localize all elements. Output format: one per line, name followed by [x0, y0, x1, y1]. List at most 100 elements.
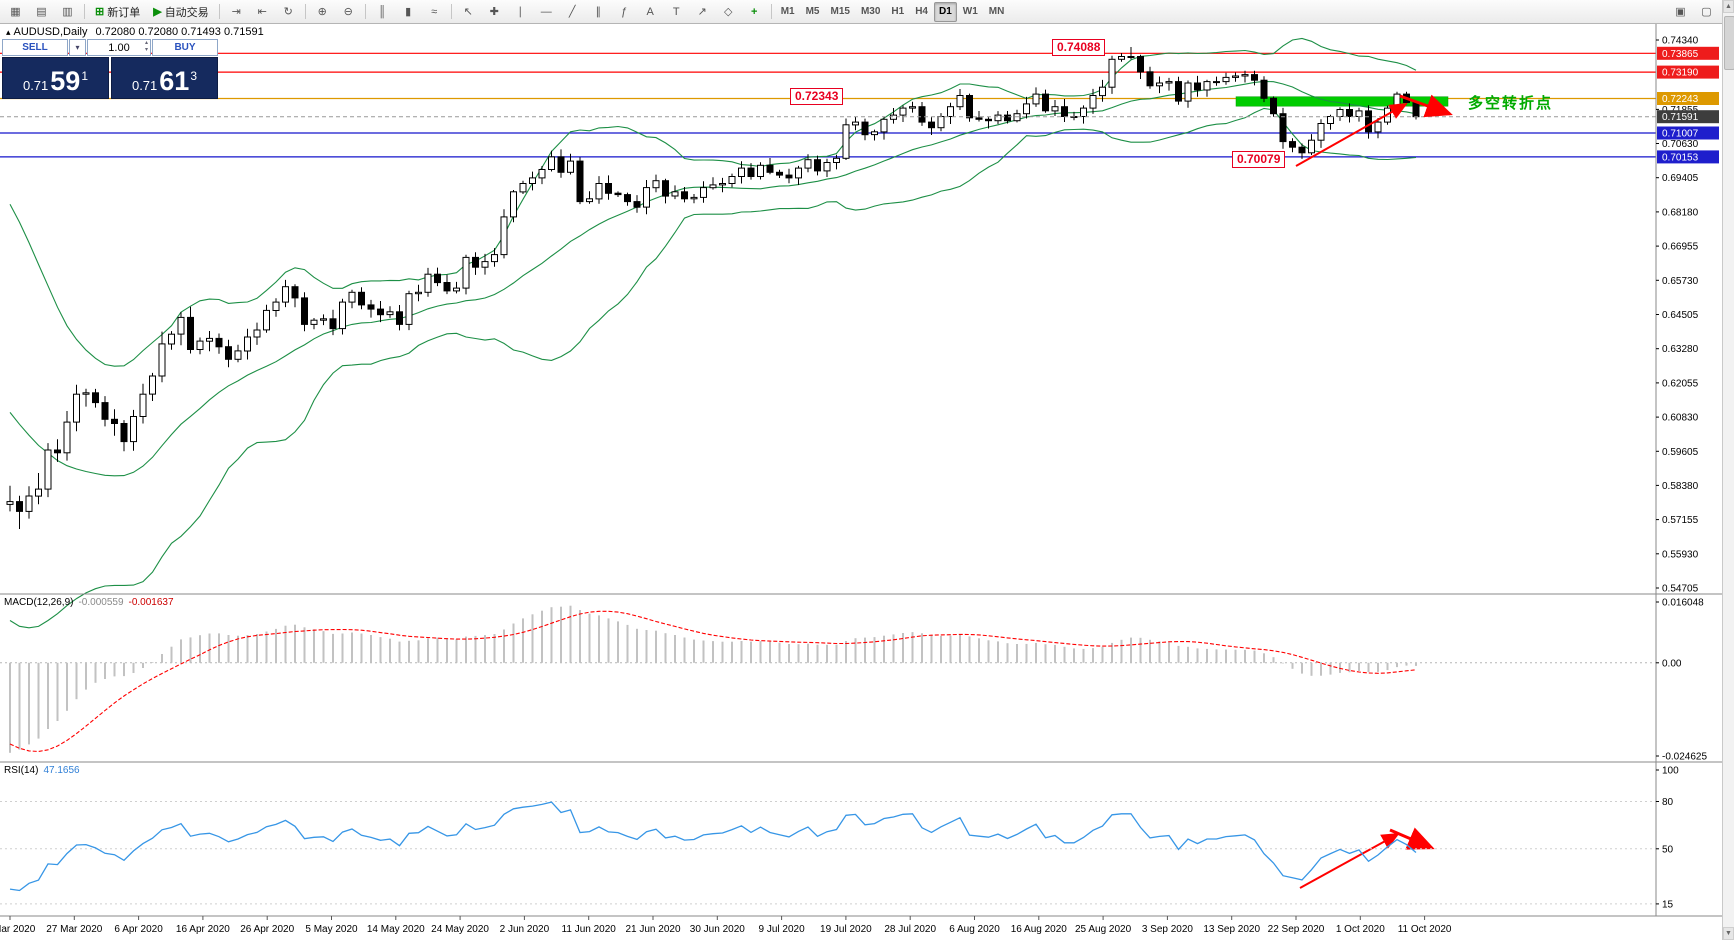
indicators-add-icon[interactable]: +: [750, 5, 758, 18]
line-chart-icon[interactable]: ≈: [431, 5, 438, 18]
arrow-tool-icon[interactable]: ↗: [697, 6, 707, 18]
cursor-icon[interactable]: ↖: [463, 6, 473, 18]
svg-text:2 Jun 2020: 2 Jun 2020: [500, 924, 550, 935]
svg-text:0.58380: 0.58380: [1662, 481, 1699, 492]
bid-price-button[interactable]: 0.71 59 1: [2, 57, 109, 99]
symbol-name: AUDUSD,Daily: [13, 26, 88, 38]
timeframe-m15[interactable]: M15: [830, 6, 850, 17]
timeframe-m5[interactable]: M5: [805, 6, 820, 17]
toolbar-separator: [364, 4, 366, 19]
svg-text:11 Jun 2020: 11 Jun 2020: [562, 924, 617, 935]
timeframe-m30[interactable]: M30: [860, 6, 881, 17]
windows-icon[interactable]: ▥: [62, 6, 73, 18]
volume-input[interactable]: 1.00 ▴ ▾: [87, 39, 151, 56]
zoom-in-icon[interactable]: ⊕: [317, 6, 327, 18]
svg-text:0.00: 0.00: [1662, 658, 1682, 669]
candlestick-chart-icon[interactable]: ▮: [405, 6, 412, 18]
svg-text:-0.024625: -0.024625: [1662, 752, 1707, 763]
rsi-indicator-label: RSI(14) 47.1656: [4, 765, 80, 776]
timeframe-h4[interactable]: H4: [915, 6, 928, 17]
horizontal-line-icon[interactable]: ―: [540, 5, 552, 18]
chart-canvas[interactable]: 0.743400.718550.706300.694050.681800.669…: [0, 24, 1722, 940]
new-order-button[interactable]: ⊞ 新订单: [95, 6, 141, 19]
fibonacci-icon[interactable]: ƒ: [621, 5, 628, 18]
scroll-up-icon[interactable]: ▲: [1723, 0, 1734, 13]
svg-text:25 Aug 2020: 25 Aug 2020: [1075, 924, 1132, 935]
svg-text:9 Jul 2020: 9 Jul 2020: [759, 924, 806, 935]
svg-text:0.62055: 0.62055: [1662, 378, 1699, 389]
channel-icon[interactable]: ∥: [595, 6, 601, 18]
timeframe-h1[interactable]: H1: [891, 6, 905, 17]
svg-text:0.70153: 0.70153: [1662, 152, 1699, 163]
macd-pane: [0, 605, 1656, 753]
vertical-line-icon[interactable]: ∣: [517, 6, 523, 18]
price-axis[interactable]: 0.743400.718550.706300.694050.681800.669…: [1656, 36, 1719, 911]
svg-text:19 Jul 2020: 19 Jul 2020: [820, 924, 872, 935]
bar-chart-icon[interactable]: ║: [378, 5, 387, 18]
svg-text:6 Aug 2020: 6 Aug 2020: [949, 924, 1000, 935]
timeframe-mn[interactable]: MN: [988, 6, 1005, 17]
turning-point-note[interactable]: 多空转折点: [1468, 95, 1554, 112]
svg-text:26 Apr 2020: 26 Apr 2020: [240, 924, 294, 935]
autotrade-button[interactable]: ▶ 自动交易: [153, 6, 209, 19]
toolbar-separator: [770, 4, 772, 19]
buy-button[interactable]: BUY: [152, 39, 218, 56]
profiles-icon[interactable]: ▤: [36, 6, 47, 18]
new-chart-icon[interactable]: ▦: [10, 6, 21, 18]
price-label-peak[interactable]: 0.74088: [1052, 39, 1106, 56]
text-icon[interactable]: A: [646, 5, 654, 18]
svg-text:5 May 2020: 5 May 2020: [305, 924, 358, 935]
chart-shift-icon[interactable]: ⇤: [257, 6, 267, 18]
trade-panel-collapse-icon[interactable]: ▴: [6, 27, 11, 37]
new-order-icon: ⊞: [95, 6, 105, 18]
svg-text:16 Aug 2020: 16 Aug 2020: [1011, 924, 1068, 935]
ask-big: 61: [159, 66, 190, 96]
svg-text:0.55930: 0.55930: [1662, 549, 1699, 560]
chart-window[interactable]: 0.743400.718550.706300.694050.681800.669…: [0, 24, 1722, 940]
svg-text:0.59605: 0.59605: [1662, 447, 1699, 458]
svg-text:11 Oct 2020: 11 Oct 2020: [1398, 924, 1452, 935]
label-icon[interactable]: T: [672, 5, 680, 18]
ask-sup: 3: [190, 69, 198, 83]
pane-separators[interactable]: [0, 24, 1722, 917]
toolbar-separator: [304, 4, 306, 19]
svg-text:24 May 2020: 24 May 2020: [431, 924, 489, 935]
trendline-icon[interactable]: ╱: [568, 6, 576, 18]
shapes-icon[interactable]: ◇: [723, 6, 733, 18]
zoom-out-icon[interactable]: ⊖: [343, 6, 353, 18]
date-axis[interactable]: 8 Mar 2020 27 Mar 2020 6 Apr 2020 16 Apr 20…: [0, 916, 1452, 935]
svg-text:28 Jul 2020: 28 Jul 2020: [884, 924, 936, 935]
trend-arrows[interactable]: [1295, 94, 1453, 889]
svg-text:30 Jun 2020: 30 Jun 2020: [690, 924, 745, 935]
scroll-down-icon[interactable]: ▼: [1723, 927, 1734, 940]
timeframe-w1[interactable]: W1: [962, 6, 978, 17]
ohlc-values: 0.72080 0.72080 0.71493 0.71591: [95, 26, 264, 38]
svg-text:0.65730: 0.65730: [1662, 276, 1699, 287]
price-label-low[interactable]: 0.70079: [1232, 151, 1286, 168]
new-window-icon[interactable]: ▢: [1701, 6, 1712, 18]
svg-text:15: 15: [1662, 899, 1674, 910]
rsi-pane: [0, 801, 1656, 905]
timeframe-d1[interactable]: D1: [934, 1, 957, 22]
crosshair-icon[interactable]: ✚: [489, 6, 499, 18]
svg-text:0.016048: 0.016048: [1662, 598, 1704, 609]
toolbar-separator: [218, 4, 220, 19]
scroll-thumb[interactable]: [1724, 16, 1734, 70]
ask-price-button[interactable]: 0.71 61 3: [111, 57, 218, 99]
svg-text:0.74340: 0.74340: [1662, 36, 1699, 47]
auto-scroll-icon[interactable]: ⇥: [231, 6, 241, 18]
sell-button[interactable]: SELL: [2, 39, 68, 56]
chart-symbol-label: ▴ AUDUSD,Daily 0.72080 0.72080 0.71493 0.7…: [6, 26, 264, 38]
vertical-scrollbar[interactable]: ▲ ▼: [1722, 0, 1734, 940]
main-toolbar: ▦ ▤ ▥ ⊞ 新订单 ▶ 自动交易 ⇥ ⇤ ↻ ⊕ ⊖ ║ ▮ ≈ ↖ ✚ ∣ ― ╱ ∥ ƒ A T ↗ ◇ + M1 M5 M15 M…: [0, 0, 1722, 24]
price-label-mid[interactable]: 0.72343: [790, 88, 844, 105]
svg-text:80: 80: [1662, 797, 1674, 808]
refresh-icon[interactable]: ↻: [283, 6, 293, 18]
docking-icon[interactable]: ▣: [1675, 6, 1686, 18]
volume-stepper[interactable]: ▴ ▾: [144, 40, 148, 53]
svg-text:16 Apr 2020: 16 Apr 2020: [176, 924, 230, 935]
svg-text:0.66955: 0.66955: [1662, 242, 1699, 253]
toolbar-right-icons: ▣ ▢: [1668, 1, 1719, 22]
timeframe-m1[interactable]: M1: [780, 6, 795, 17]
sell-dropdown-icon[interactable]: ▾: [69, 39, 86, 56]
